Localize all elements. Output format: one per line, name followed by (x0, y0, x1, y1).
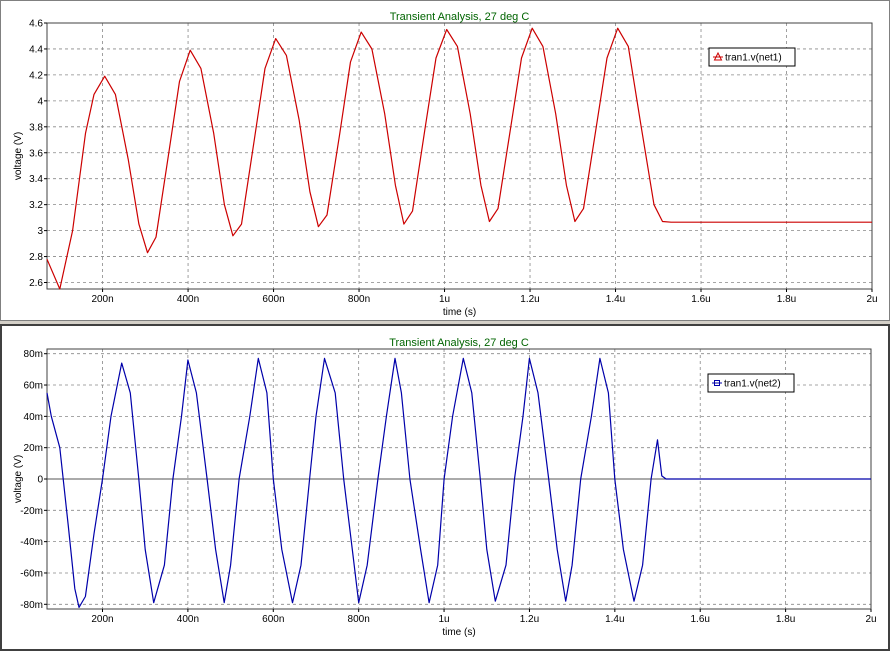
y-tick-label: 4.4 (29, 44, 43, 55)
x-tick-label: 1u (438, 614, 449, 625)
y-tick-label: 60m (24, 381, 43, 392)
x-tick-label: 1.4u (606, 294, 625, 305)
y-tick-label: -40m (20, 537, 43, 548)
y-tick-label: 3.8 (29, 122, 43, 133)
y-tick-label: 3 (37, 226, 43, 237)
x-tick-label: 1.2u (520, 614, 539, 625)
y-tick-label: 3.6 (29, 148, 43, 159)
chart-title: Transient Analysis, 27 deg C (390, 11, 530, 23)
x-axis-label: time (s) (443, 307, 476, 318)
chart-title: Transient Analysis, 27 deg C (389, 337, 529, 349)
y-tick-label: 80m (24, 349, 43, 360)
x-tick-label: 600n (262, 614, 284, 625)
y-tick-label: 3.4 (29, 174, 43, 185)
x-tick-label: 1.6u (691, 294, 710, 305)
x-tick-label: 400n (177, 294, 199, 305)
x-tick-label: 1.2u (520, 294, 539, 305)
y-tick-label: -60m (20, 568, 43, 579)
legend-label: tran1.v(net2) (724, 379, 781, 390)
y-tick-label: 2.6 (29, 278, 43, 289)
legend-marker-square (714, 380, 720, 386)
y-tick-label: 40m (24, 412, 43, 423)
y-axis-label: voltage (V) (13, 132, 24, 180)
series-line (46, 357, 871, 608)
chart-net2: 200n 400n 600n 800n 1u 1.2u 1.4u 1.6u 1.8u 2u -80m… (13, 337, 877, 638)
x-tick-label: 1.8u (776, 614, 795, 625)
x-tick-label: 200n (91, 614, 113, 625)
y-tick-label: -20m (20, 506, 43, 517)
legend-label: tran1.v(net1) (725, 53, 782, 64)
plot-frame (46, 22, 873, 290)
y-tick-label: 4.2 (29, 70, 43, 81)
x-tick-label: 2u (866, 294, 877, 305)
chart-panel-net2: 200n 400n 600n 800n 1u 1.2u 1.4u 1.6u 1.8u 2u -80m… (0, 324, 890, 651)
series-line (46, 27, 872, 290)
y-tick-label: 2.8 (29, 252, 43, 263)
y-tick-label: 20m (24, 443, 43, 454)
legend-box (708, 47, 796, 67)
x-tick-label: 800n (348, 294, 370, 305)
x-tick-label: 1.8u (777, 294, 796, 305)
x-axis-label: time (s) (442, 627, 475, 638)
x-tick-label: 800n (348, 614, 370, 625)
y-tick-label: 4 (37, 96, 43, 107)
x-tick-label: 600n (262, 294, 284, 305)
x-tick-label: 1u (439, 294, 450, 305)
x-tick-label: 2u (865, 614, 876, 625)
y-tick-label: -80m (20, 600, 43, 611)
x-tick-label: 200n (91, 294, 113, 305)
y-tick-label: 3.2 (29, 200, 43, 211)
legend-marker-triangle (713, 51, 723, 61)
x-tick-label: 400n (177, 614, 199, 625)
x-tick-label: 1.6u (690, 614, 709, 625)
y-tick-label: 0 (37, 475, 43, 486)
chart-net1: 200n 400n 600n 800n 1u 1.2u 1.4u 1.6u 1.8u 2u 2.6 2… (13, 11, 878, 318)
y-axis-label: voltage (V) (13, 455, 24, 503)
x-tick-label: 1.4u (605, 614, 624, 625)
y-tick-label: 4.6 (29, 19, 43, 30)
legend-box (707, 373, 795, 393)
chart-panel-net1: 200n 400n 600n 800n 1u 1.2u 1.4u 1.6u 1.8u 2u 2.6 2… (0, 0, 890, 321)
